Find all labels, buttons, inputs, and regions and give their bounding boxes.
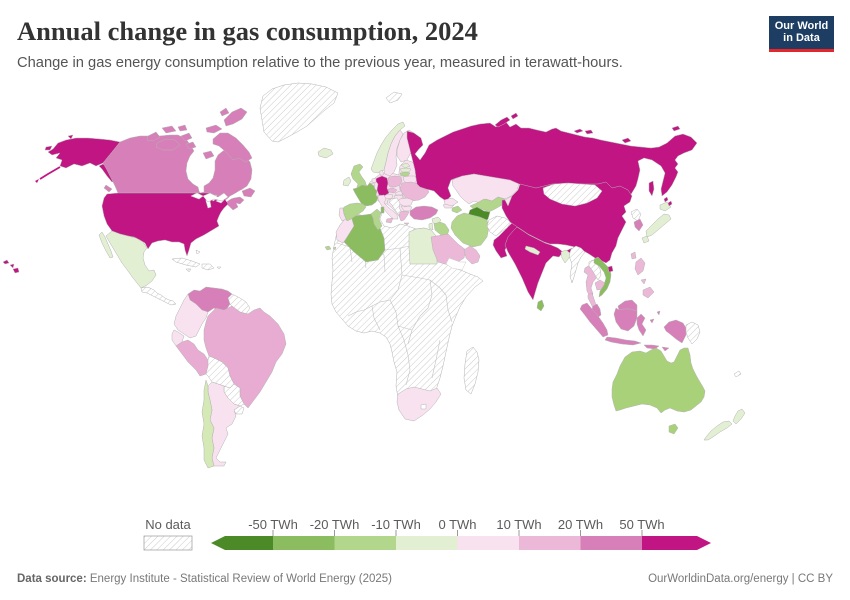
svg-text:10 TWh: 10 TWh [496,517,541,532]
svg-text:-50 TWh: -50 TWh [248,517,298,532]
svg-text:50 TWh: 50 TWh [619,517,664,532]
svg-text:-10 TWh: -10 TWh [371,517,421,532]
svg-text:20 TWh: 20 TWh [558,517,603,532]
svg-text:0 TWh: 0 TWh [438,517,476,532]
svg-text:-20 TWh: -20 TWh [310,517,360,532]
svg-text:No data: No data [145,517,191,532]
